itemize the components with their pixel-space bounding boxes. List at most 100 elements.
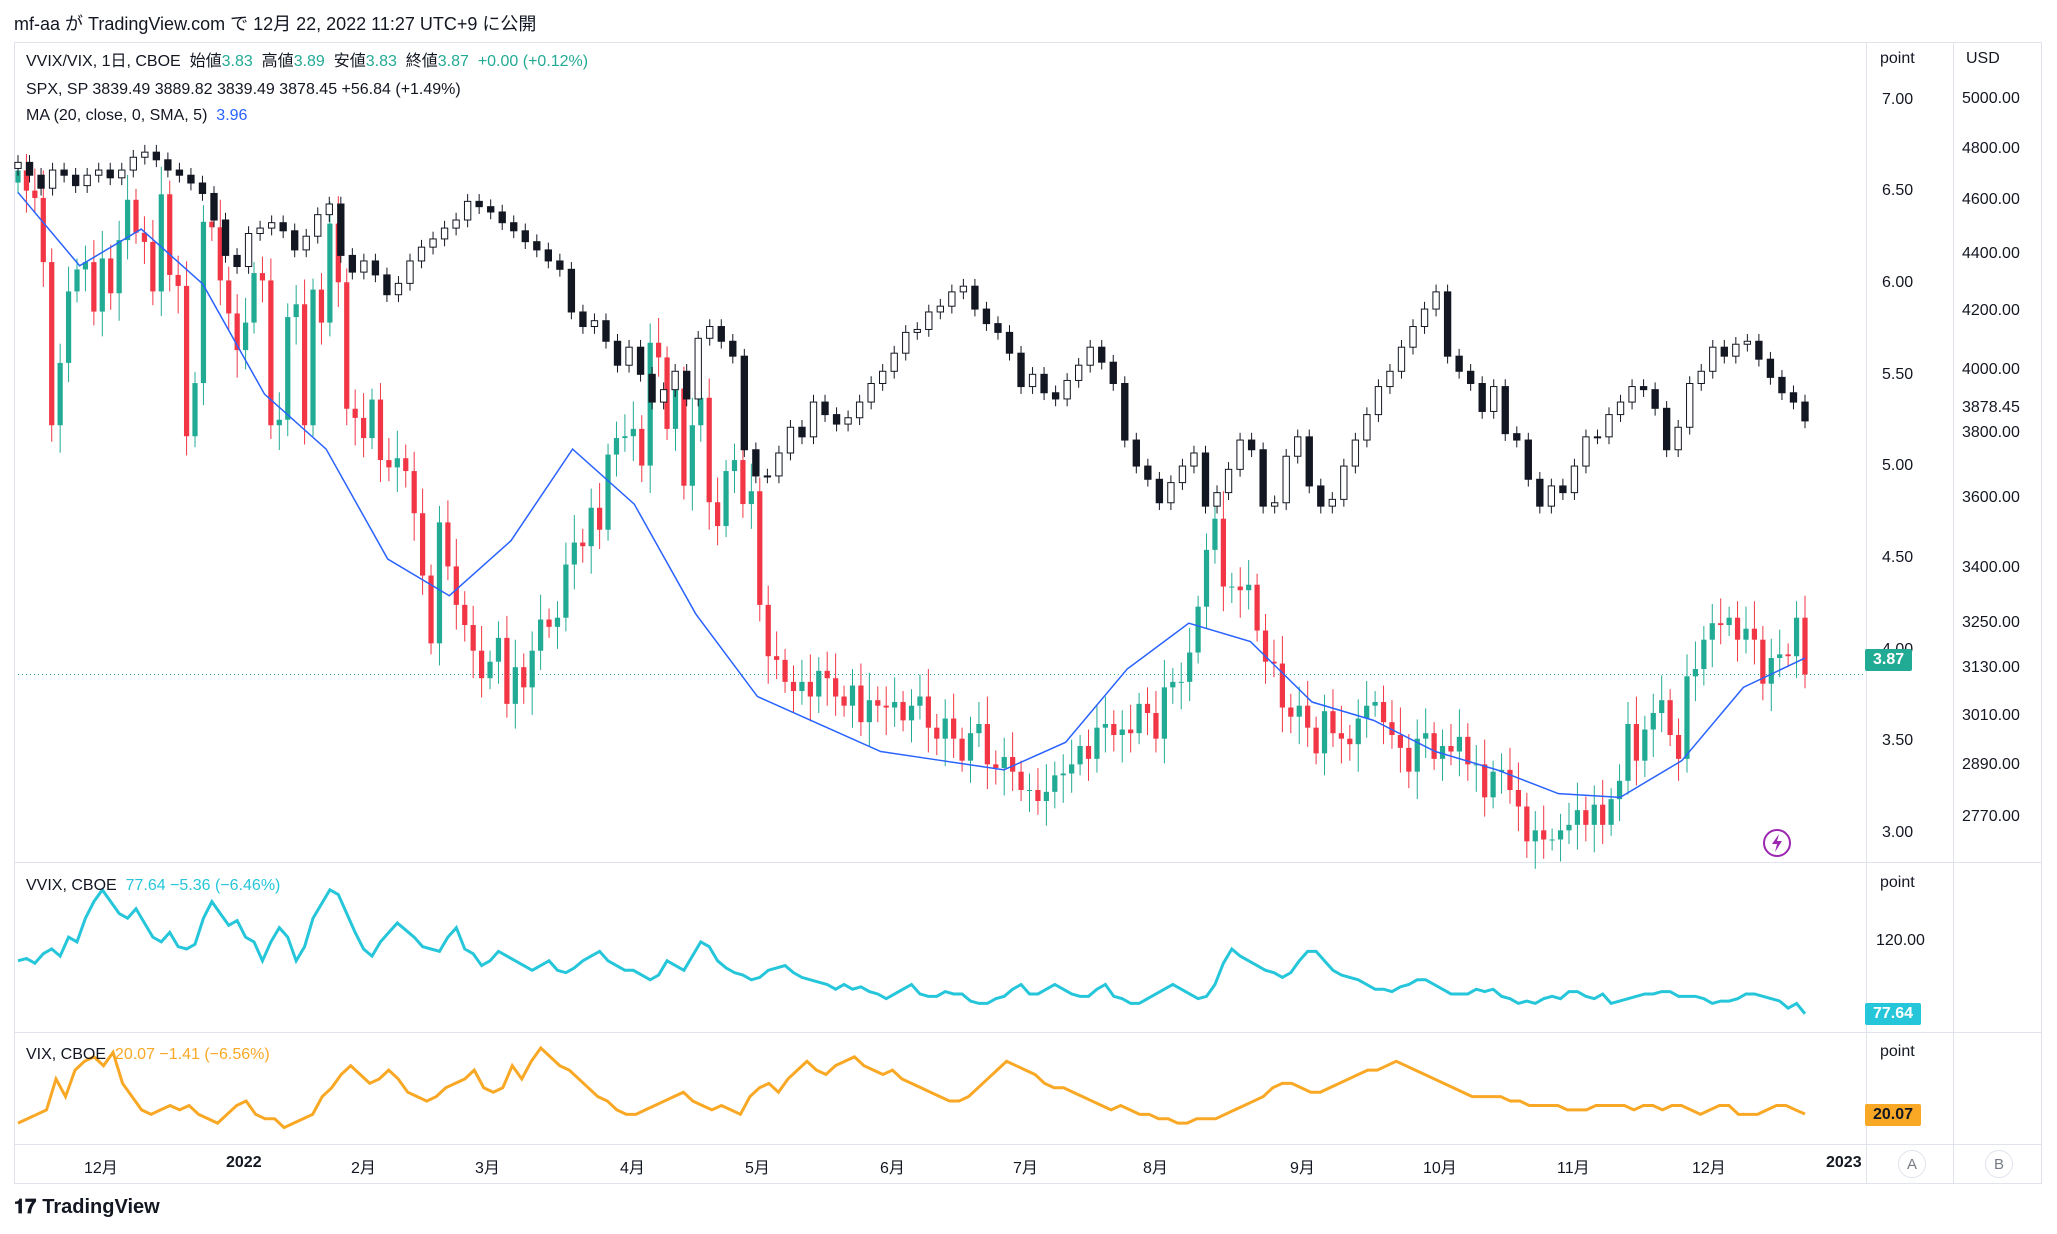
vvix-pane bbox=[17, 887, 1807, 1015]
ratio-candle bbox=[1701, 625, 1707, 686]
usd-tick: 2770.00 bbox=[1962, 808, 2020, 825]
time-axis-divider bbox=[14, 1144, 2042, 1145]
ratio-candle bbox=[344, 268, 350, 426]
spx-candle bbox=[256, 220, 264, 241]
ratio-candle bbox=[1423, 708, 1429, 758]
ratio-candle bbox=[807, 654, 813, 722]
spx-candle bbox=[1340, 458, 1348, 507]
ratio-candle bbox=[875, 686, 881, 723]
spx-candle bbox=[1720, 339, 1728, 364]
spx-candle bbox=[1732, 336, 1740, 364]
ratio-candle bbox=[141, 216, 148, 264]
spx-candle bbox=[1005, 325, 1014, 361]
ratio-candle bbox=[411, 451, 417, 541]
spx-candle bbox=[1247, 432, 1256, 458]
ratio-candle bbox=[976, 702, 982, 747]
ratio-candle bbox=[597, 482, 603, 549]
spx-candle bbox=[763, 468, 772, 484]
ratio-candle bbox=[521, 653, 527, 704]
spx-candle bbox=[118, 162, 126, 186]
footer-brand[interactable]: 𝟏𝟕 TradingView bbox=[14, 1196, 160, 1219]
spx-candle bbox=[25, 155, 34, 183]
spx-candle bbox=[1213, 485, 1221, 514]
spx-candle bbox=[1605, 407, 1613, 445]
vix-last-tag: 20.07 bbox=[1865, 1104, 1922, 1126]
spx-candle bbox=[1386, 364, 1394, 394]
ratio-candle bbox=[1364, 680, 1370, 738]
ratio-candle bbox=[765, 585, 771, 684]
vvix-legend-row[interactable]: VVIX, CBOE 77.64 −5.36 (−6.46%) bbox=[26, 876, 280, 896]
ratio-tick: 6.50 bbox=[1882, 182, 1914, 200]
spx-candle bbox=[1155, 472, 1164, 511]
ratio-candle bbox=[1111, 710, 1117, 752]
ratio-candle bbox=[647, 323, 653, 494]
open-value: 3.83 bbox=[221, 53, 253, 70]
vix-legend-row[interactable]: VIX, CBOE 20.07 −1.41 (−6.56%) bbox=[26, 1045, 270, 1065]
b-scale-button[interactable]: B bbox=[1985, 1150, 2013, 1178]
main-legend-row[interactable]: VVIX/VIX, 1日, CBOE 始値3.83 高値3.89 安値3.83 … bbox=[26, 52, 588, 72]
spx-legend-row[interactable]: SPX, SP 3839.49 3889.82 3839.49 3878.45 … bbox=[26, 80, 461, 100]
ratio-candle bbox=[183, 261, 190, 456]
ratio-candle bbox=[1288, 693, 1294, 734]
ratio-candle bbox=[242, 297, 249, 370]
ratio-candle bbox=[1026, 773, 1033, 813]
spx-candle bbox=[752, 442, 760, 484]
close-value: 3.87 bbox=[437, 53, 469, 70]
ratio-candle bbox=[900, 691, 906, 732]
time-tick: 6月 bbox=[880, 1160, 905, 1177]
ratio-candle bbox=[1675, 718, 1682, 781]
spx-candle bbox=[613, 333, 622, 373]
ratio-candle bbox=[1380, 685, 1387, 745]
spx-candle bbox=[1513, 426, 1521, 448]
usd-tick: 4600.00 bbox=[1962, 191, 2020, 209]
spx-candle bbox=[1259, 442, 1267, 514]
spx-candle bbox=[440, 220, 449, 247]
ratio-candle bbox=[327, 201, 333, 337]
spx-candle bbox=[1466, 364, 1475, 391]
ratio-candle bbox=[723, 460, 729, 538]
usd-tick: 4800.00 bbox=[1962, 139, 2020, 157]
spx-candle bbox=[948, 284, 956, 314]
ratio-candle bbox=[1085, 729, 1092, 781]
ratio-candle bbox=[158, 166, 164, 317]
ratio-candle bbox=[1625, 702, 1631, 795]
ratio-candle bbox=[200, 205, 207, 406]
spx-candle bbox=[221, 212, 230, 263]
ratio-candle bbox=[1515, 762, 1522, 832]
spx-candle bbox=[487, 199, 495, 220]
spx-candle bbox=[141, 144, 149, 165]
ratio-candle bbox=[32, 168, 38, 212]
ratio-candle bbox=[1734, 601, 1741, 662]
lightning-icon[interactable] bbox=[1762, 828, 1792, 858]
ratio-candle bbox=[1507, 747, 1513, 804]
time-tick: 7月 bbox=[1013, 1160, 1038, 1177]
vvix-axis-unit: point bbox=[1880, 874, 1915, 891]
ratio-candle bbox=[1178, 662, 1184, 710]
usd-tick: 4000.00 bbox=[1962, 361, 2020, 379]
ratio-candle bbox=[833, 653, 839, 716]
spx-candle bbox=[383, 267, 391, 303]
ratio-candle bbox=[1296, 686, 1302, 745]
vix-value: 20.07 −1.41 (−6.56%) bbox=[114, 1046, 270, 1063]
ratio-candle bbox=[605, 443, 611, 541]
spx-candle bbox=[1420, 301, 1429, 334]
ma-line bbox=[17, 191, 1806, 799]
auto-scale-button[interactable]: A bbox=[1898, 1150, 1926, 1178]
spx-candle bbox=[1709, 339, 1717, 379]
open-label: 始値 bbox=[189, 53, 222, 70]
ratio-candle bbox=[386, 438, 392, 482]
spx-candle bbox=[394, 276, 403, 303]
ratio-candle bbox=[1557, 813, 1564, 862]
spx-candle bbox=[475, 194, 483, 214]
ratio-candle bbox=[495, 621, 502, 684]
spx-candle bbox=[1063, 373, 1071, 407]
ratio-candle bbox=[428, 564, 434, 655]
ma-legend-row[interactable]: MA (20, close, 0, SMA, 5) 3.96 bbox=[26, 106, 247, 126]
time-tick: 10月 bbox=[1423, 1160, 1457, 1177]
usd-tick: 3250.00 bbox=[1962, 613, 2020, 631]
spx-candle bbox=[1363, 407, 1371, 448]
change-value: +0.00 (+0.12%) bbox=[477, 53, 589, 70]
ratio-candle bbox=[1439, 729, 1446, 781]
ratio-candle bbox=[403, 444, 409, 488]
